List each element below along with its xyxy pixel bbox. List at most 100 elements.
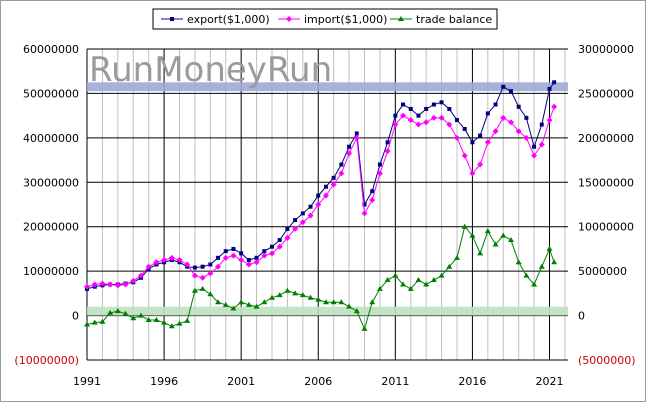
data-point bbox=[300, 211, 305, 216]
data-point bbox=[239, 251, 244, 256]
data-point bbox=[515, 259, 522, 265]
data-point bbox=[547, 86, 552, 91]
data-point bbox=[269, 294, 275, 300]
data-point bbox=[216, 255, 221, 260]
data-point bbox=[153, 259, 160, 266]
data-point bbox=[199, 274, 206, 281]
x-tick-label: 1996 bbox=[150, 375, 178, 388]
data-point bbox=[130, 315, 137, 321]
data-point bbox=[477, 250, 484, 256]
data-point bbox=[552, 80, 557, 85]
data-point bbox=[153, 317, 160, 323]
data-point bbox=[192, 265, 197, 270]
data-point bbox=[293, 218, 298, 223]
y-left-tick-label: 60000000 bbox=[23, 43, 79, 56]
data-point bbox=[469, 170, 476, 177]
data-point bbox=[200, 264, 205, 269]
data-point bbox=[362, 202, 367, 207]
data-point bbox=[485, 111, 490, 116]
x-tick-label: 2001 bbox=[227, 375, 255, 388]
data-point bbox=[284, 234, 291, 241]
watermark-text: RunMoneyRun bbox=[89, 50, 332, 90]
data-point bbox=[338, 299, 345, 305]
data-point bbox=[461, 152, 468, 159]
data-point bbox=[416, 113, 421, 118]
data-point bbox=[168, 323, 175, 329]
data-point bbox=[531, 152, 538, 159]
data-point bbox=[431, 102, 436, 107]
x-tick-label: 2016 bbox=[458, 375, 486, 388]
data-point bbox=[454, 254, 460, 260]
data-point bbox=[184, 317, 191, 323]
data-point bbox=[145, 317, 152, 323]
data-point bbox=[478, 133, 483, 138]
y-left-tick-label: 20000000 bbox=[23, 221, 79, 234]
data-point bbox=[215, 299, 222, 305]
data-point bbox=[477, 161, 484, 168]
data-point bbox=[261, 299, 268, 305]
data-point bbox=[245, 301, 252, 307]
data-point bbox=[107, 281, 114, 288]
data-point bbox=[408, 106, 413, 111]
data-point bbox=[551, 103, 558, 110]
data-point bbox=[493, 102, 498, 107]
data-point bbox=[438, 114, 445, 121]
y-left-tick-label: 10000000 bbox=[23, 265, 79, 278]
data-point bbox=[484, 139, 491, 146]
data-point bbox=[84, 321, 90, 327]
data-point bbox=[361, 325, 368, 331]
data-point bbox=[377, 162, 382, 167]
data-point bbox=[523, 134, 530, 141]
data-point bbox=[254, 255, 259, 260]
data-point bbox=[122, 281, 129, 288]
data-point bbox=[270, 244, 274, 249]
data-point bbox=[500, 114, 507, 121]
data-point bbox=[353, 134, 360, 141]
data-point bbox=[99, 280, 106, 287]
data-point bbox=[392, 272, 399, 278]
highlight-band-1 bbox=[87, 306, 568, 316]
data-point bbox=[423, 119, 430, 126]
data-point bbox=[307, 294, 314, 300]
x-tick-label: 2011 bbox=[381, 375, 409, 388]
data-point bbox=[484, 228, 491, 234]
data-point bbox=[401, 102, 406, 107]
highlight-band-0 bbox=[87, 82, 568, 92]
data-point bbox=[424, 106, 429, 111]
data-point bbox=[292, 225, 299, 232]
data-point bbox=[415, 121, 422, 128]
data-point bbox=[292, 290, 299, 296]
data-point bbox=[469, 232, 476, 238]
data-point bbox=[384, 277, 391, 283]
data-point bbox=[430, 114, 437, 121]
y-right-tick-label: 30000000 bbox=[578, 43, 634, 56]
data-point bbox=[107, 309, 114, 315]
data-point bbox=[353, 308, 360, 314]
data-point bbox=[492, 128, 499, 135]
y-right-tick-label: 15000000 bbox=[578, 176, 634, 189]
data-point bbox=[246, 258, 251, 263]
data-point bbox=[99, 318, 106, 324]
data-point bbox=[253, 259, 260, 266]
y-right-tick-label: 20000000 bbox=[578, 132, 634, 145]
data-point bbox=[269, 250, 275, 257]
data-point bbox=[176, 257, 183, 264]
data-point bbox=[376, 285, 383, 291]
data-point bbox=[168, 254, 175, 261]
y-left-tick-label: 50000000 bbox=[23, 87, 79, 100]
data-point bbox=[438, 272, 445, 278]
data-point bbox=[316, 193, 321, 198]
data-point bbox=[407, 117, 414, 124]
legend: export($1,000) import($1,000) trade balanc… bbox=[152, 8, 498, 30]
data-point bbox=[539, 122, 544, 127]
data-point bbox=[137, 272, 144, 279]
data-point bbox=[369, 299, 376, 305]
data-point bbox=[462, 126, 467, 131]
data-point bbox=[347, 144, 352, 149]
data-point bbox=[207, 291, 214, 297]
legend-label: export($1,000) bbox=[187, 13, 270, 26]
data-point bbox=[339, 162, 344, 167]
data-point bbox=[277, 238, 282, 243]
